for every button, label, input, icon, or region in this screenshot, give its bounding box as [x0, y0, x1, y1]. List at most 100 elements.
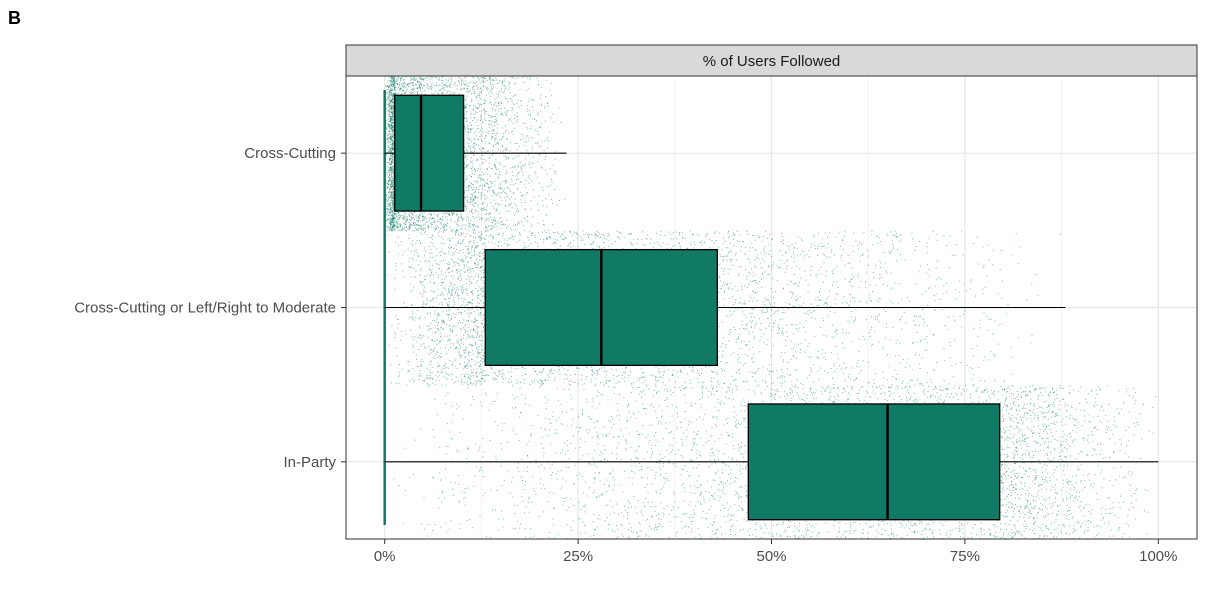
jitter-point: [389, 190, 391, 192]
jitter-point: [476, 128, 478, 130]
jitter-point: [393, 97, 395, 99]
jitter-point: [1004, 380, 1005, 382]
jitter-point: [396, 220, 398, 222]
jitter-point: [488, 225, 490, 227]
jitter-point: [388, 106, 390, 108]
jitter-point: [394, 220, 396, 222]
jitter-point: [465, 205, 467, 207]
jitter-point: [479, 79, 481, 81]
jitter-point: [487, 183, 489, 185]
jitter-point: [997, 293, 999, 295]
jitter-point: [396, 227, 398, 228]
jitter-point: [773, 313, 775, 315]
jitter-point: [521, 195, 523, 197]
jitter-point: [460, 312, 462, 313]
jitter-point: [525, 158, 527, 160]
jitter-point: [493, 116, 495, 118]
jitter-point: [392, 229, 394, 231]
jitter-point: [456, 224, 458, 225]
jitter-point: [386, 89, 388, 91]
jitter-point: [497, 142, 499, 144]
jitter-point: [389, 93, 391, 95]
jitter-point: [515, 183, 517, 185]
jitter-point: [477, 188, 479, 190]
jitter-point: [500, 112, 502, 114]
jitter-point: [484, 380, 486, 382]
jitter-point: [491, 225, 492, 227]
jitter-point: [486, 87, 487, 89]
jitter-point: [404, 82, 405, 83]
jitter-point: [388, 120, 390, 122]
jitter-point: [545, 214, 547, 216]
jitter-point: [392, 98, 394, 100]
jitter-point: [487, 88, 489, 90]
jitter-point: [418, 85, 420, 87]
jitter-point: [391, 115, 393, 117]
jitter-point: [479, 293, 481, 295]
jitter-point: [810, 312, 812, 313]
jitter-point: [401, 76, 403, 78]
jitter-point: [507, 156, 509, 158]
jitter-point: [464, 376, 466, 378]
jitter-point: [523, 138, 524, 140]
jitter-point: [393, 218, 395, 220]
jitter-point: [478, 131, 480, 133]
jitter-point: [465, 179, 467, 181]
jitter-point: [402, 226, 403, 228]
jitter-point: [505, 192, 507, 194]
jitter-point: [395, 92, 397, 94]
jitter-point: [408, 214, 410, 216]
jitter-point: [444, 224, 446, 226]
jitter-point: [531, 145, 533, 147]
jitter-point: [540, 103, 542, 105]
jitter-point: [391, 158, 392, 160]
jitter-point: [385, 107, 387, 109]
jitter-point: [444, 223, 446, 225]
jitter-point: [389, 120, 390, 122]
jitter-point: [547, 147, 548, 149]
jitter-point: [468, 85, 470, 87]
jitter-point: [397, 318, 399, 320]
jitter-point: [502, 84, 504, 86]
jitter-point: [476, 99, 478, 101]
jitter-point: [468, 142, 470, 144]
jitter-point: [392, 125, 394, 127]
jitter-point: [393, 123, 395, 124]
jitter-point: [480, 115, 482, 117]
jitter-point: [513, 104, 515, 105]
jitter-point: [454, 234, 456, 236]
jitter-point: [490, 124, 492, 126]
jitter-point: [410, 216, 412, 218]
jitter-point: [461, 225, 463, 227]
jitter-point: [465, 84, 467, 86]
jitter-point: [490, 202, 492, 204]
jitter-point: [393, 228, 395, 230]
jitter-point: [390, 157, 392, 159]
jitter-point: [433, 230, 435, 232]
jitter-point: [472, 216, 474, 217]
jitter-point: [393, 165, 394, 167]
jitter-point: [391, 210, 393, 212]
jitter-point: [460, 213, 462, 215]
jitter-point: [823, 356, 825, 358]
jitter-point: [522, 165, 524, 166]
jitter-point: [500, 90, 502, 92]
jitter-point: [413, 214, 415, 216]
jitter-point: [444, 212, 446, 214]
jitter-point: [516, 156, 518, 158]
jitter-point: [394, 213, 396, 215]
jitter-point: [391, 81, 393, 82]
jitter-point: [430, 224, 432, 226]
jitter-point: [409, 226, 411, 228]
jitter-point: [558, 370, 560, 372]
jitter-point: [934, 300, 936, 302]
jitter-point: [551, 181, 553, 183]
jitter-point: [394, 83, 396, 85]
jitter-point: [419, 214, 421, 216]
jitter-point: [391, 99, 392, 101]
jitter-point: [496, 132, 498, 134]
jitter-point: [495, 167, 497, 169]
jitter-point: [386, 180, 388, 182]
jitter-point: [471, 170, 473, 172]
jitter-point: [527, 176, 529, 178]
